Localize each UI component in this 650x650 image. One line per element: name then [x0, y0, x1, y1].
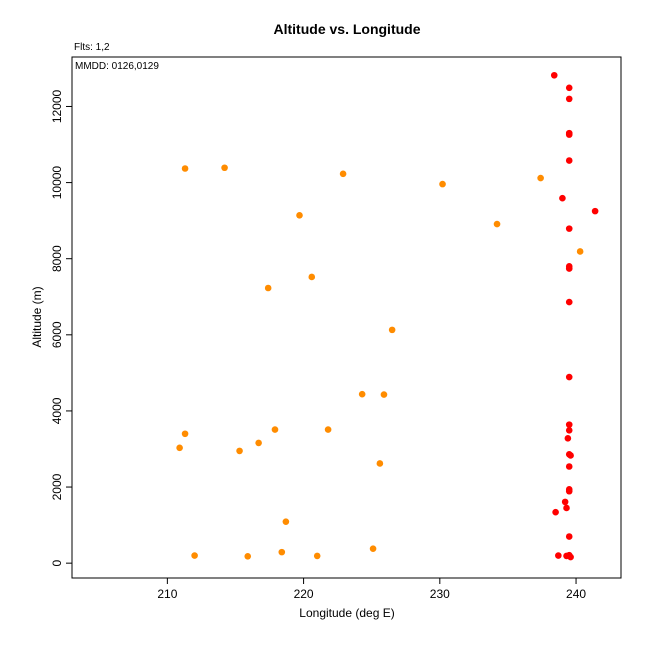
data-point-series-1 — [282, 518, 290, 525]
y-tick-label: 4000 — [50, 397, 64, 424]
y-axis: 0 2000 4000 6000 8000 10000 12000 — [50, 89, 72, 567]
data-point-series-1 — [236, 447, 243, 455]
data-point-series-2 — [563, 504, 570, 512]
data-point-series-2 — [565, 157, 573, 164]
mmdd-annotation: MMDD: 0126,0129 — [75, 61, 159, 72]
data-point-series-2 — [564, 435, 572, 442]
x-tick-label: 220 — [294, 587, 314, 601]
data-point-series-2 — [565, 265, 573, 272]
x-tick-label: 240 — [566, 587, 586, 601]
data-point-series-1 — [324, 426, 332, 433]
data-point-series-1 — [271, 426, 279, 433]
data-point-series-2 — [565, 373, 573, 381]
data-point-series-1 — [255, 439, 262, 447]
data-point-series-2 — [567, 452, 574, 459]
y-tick-label: 6000 — [50, 321, 64, 348]
data-point-series-1 — [439, 180, 446, 188]
data-point-series-1 — [313, 552, 321, 560]
data-point-series-1 — [191, 552, 198, 559]
chart-title: Altitude vs. Longitude — [274, 21, 421, 37]
data-point-series-1 — [376, 460, 384, 467]
data-point-series-1 — [493, 220, 501, 228]
y-tick-label: 2000 — [50, 473, 64, 500]
data-point-series-1 — [369, 545, 377, 552]
data-point-series-1 — [221, 164, 228, 172]
data-point-series-2 — [565, 84, 573, 92]
data-point-series-2 — [565, 298, 573, 306]
data-point-series-1 — [576, 248, 584, 255]
data-point-series-2 — [565, 533, 573, 540]
data-point-series-1 — [244, 553, 252, 560]
data-point-series-1 — [181, 165, 189, 172]
data-point-series-2 — [565, 463, 573, 470]
x-tick-label: 210 — [157, 587, 177, 601]
data-point-series-2 — [565, 487, 573, 495]
data-point-series-1 — [278, 548, 286, 556]
flights-annotation: Flts: 1,2 — [74, 42, 110, 53]
data-points — [176, 71, 599, 561]
data-point-series-2 — [552, 508, 559, 516]
data-point-series-1 — [176, 444, 183, 452]
data-point-series-2 — [565, 131, 573, 138]
data-point-series-2 — [550, 71, 558, 79]
data-point-series-1 — [537, 174, 544, 182]
data-point-series-2 — [565, 95, 573, 103]
data-point-series-2 — [565, 421, 573, 428]
data-point-series-2 — [559, 194, 566, 202]
data-point-series-1 — [339, 170, 347, 178]
data-point-series-2 — [591, 207, 599, 215]
data-point-series-2 — [561, 498, 569, 506]
data-point-series-1 — [308, 273, 316, 281]
y-tick-label: 10000 — [50, 166, 64, 200]
y-tick-label: 8000 — [50, 245, 64, 272]
data-point-series-2 — [567, 553, 574, 561]
data-point-series-2 — [565, 427, 573, 434]
data-point-series-1 — [380, 391, 388, 398]
y-tick-label: 12000 — [50, 89, 64, 123]
data-point-series-2 — [555, 552, 562, 559]
x-axis-label: Longitude (deg E) — [299, 606, 394, 620]
x-axis: 210 220 230 240 — [157, 578, 586, 601]
data-point-series-1 — [358, 390, 366, 398]
plot-frame — [71, 56, 622, 579]
data-point-series-1 — [388, 326, 396, 334]
data-point-series-1 — [181, 430, 189, 438]
data-point-series-1 — [264, 284, 272, 292]
x-tick-label: 230 — [430, 587, 450, 601]
y-axis-label: Altitude (m) — [30, 286, 44, 347]
y-tick-label: 0 — [50, 560, 64, 567]
data-point-series-1 — [296, 212, 303, 219]
data-point-series-2 — [565, 225, 573, 232]
